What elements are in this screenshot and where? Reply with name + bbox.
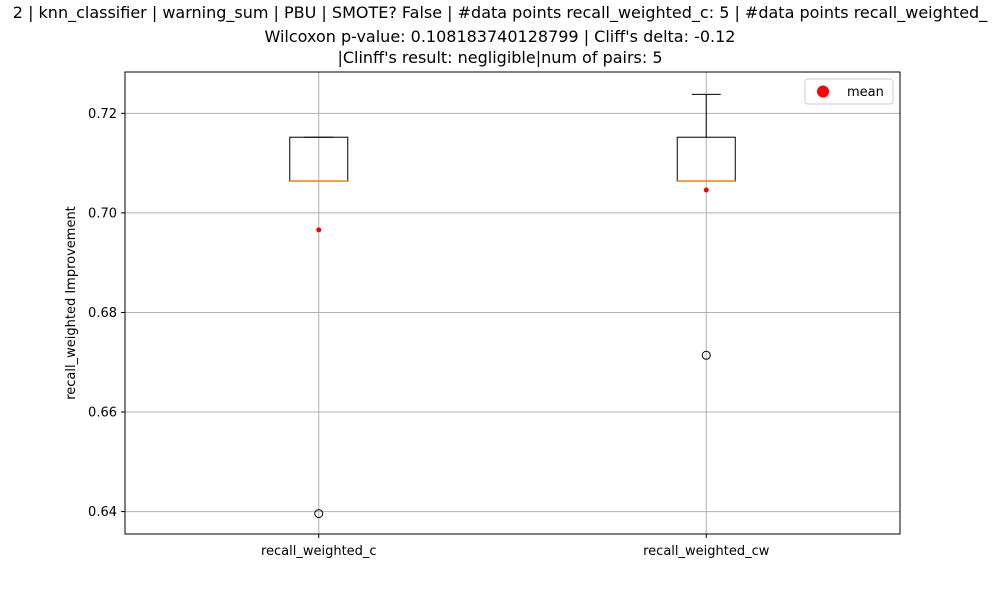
x-tick-label: recall_weighted_c [261, 544, 377, 559]
y-tick-label: 0.68 [88, 306, 117, 321]
legend-mean-label: mean [847, 85, 884, 100]
grid-lines [125, 72, 900, 534]
mean-point [703, 187, 709, 193]
x-tick-label: recall_weighted_cw [643, 544, 770, 559]
y-tick-label: 0.72 [88, 107, 117, 122]
legend-mean-marker [817, 85, 829, 98]
axis-ticks: 0.64 0.66 0.68 0.70 0.72 recall_weighted_c rec… [88, 107, 770, 559]
chart-title-line-3: |Clinff's result: negligible|num of pair… [337, 48, 663, 67]
mean-point [316, 227, 322, 233]
y-tick-label: 0.70 [88, 206, 117, 221]
outlier-point [314, 509, 324, 519]
y-tick-label: 0.64 [88, 505, 117, 520]
chart-title-line-1: 2 | knn_classifier | warning_sum | PBU |… [12, 3, 988, 22]
boxes [289, 93, 736, 519]
chart-title-line-2: Wilcoxon p-value: 0.108183740128799 | Cl… [264, 27, 736, 46]
legend-frame [804, 78, 894, 105]
y-axis-label: recall_weighted Improvement [64, 206, 79, 400]
y-tick-label: 0.66 [88, 406, 117, 421]
legend: mean [804, 78, 894, 105]
outlier-point [701, 350, 711, 360]
axes-frame [124, 71, 901, 535]
